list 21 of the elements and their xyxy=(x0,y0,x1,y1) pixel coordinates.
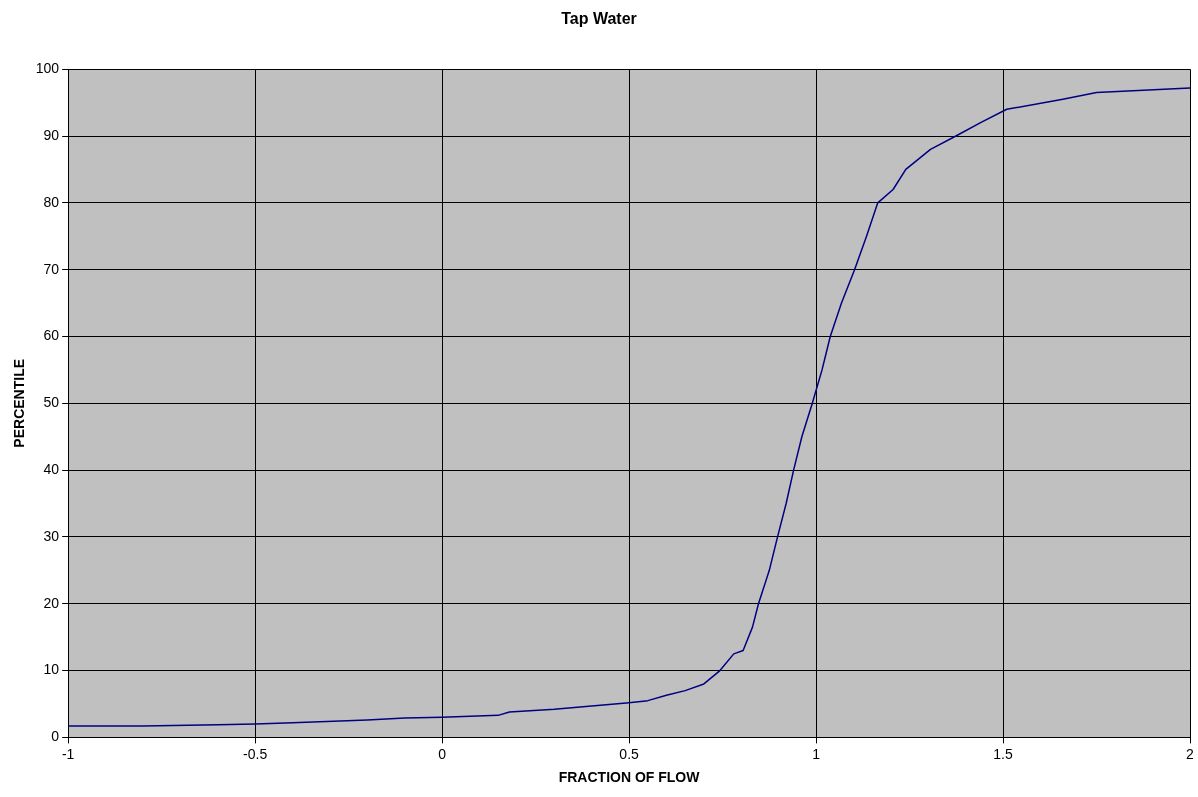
y-tick-label: 100 xyxy=(35,60,60,77)
y-tick-label: 10 xyxy=(43,661,60,678)
y-tick-label: 30 xyxy=(43,527,60,544)
x-tick-label: 2 xyxy=(1186,745,1195,762)
x-tick-label: 1.5 xyxy=(993,745,1013,762)
x-tick-label: 0.5 xyxy=(619,745,640,762)
y-tick-label: 50 xyxy=(43,394,60,411)
y-axis-title: PERCENTILE xyxy=(11,358,28,448)
y-tick-label: 40 xyxy=(43,460,60,477)
x-tick-label: -0.5 xyxy=(243,745,268,762)
y-tick-label: 90 xyxy=(43,126,60,143)
x-tick-label: 0 xyxy=(438,745,447,762)
y-tick-label: 70 xyxy=(43,260,60,277)
chart-title: Tap Water xyxy=(561,10,637,28)
y-tick-label: 80 xyxy=(43,193,60,210)
x-tick-label: 1 xyxy=(812,745,821,762)
y-tick-label: 60 xyxy=(43,327,60,344)
y-tick-label: 0 xyxy=(51,728,60,745)
x-axis-title: FRACTION OF FLOW xyxy=(558,769,701,786)
y-tick-label: 20 xyxy=(43,594,60,611)
x-tick-label: -1 xyxy=(61,745,75,762)
